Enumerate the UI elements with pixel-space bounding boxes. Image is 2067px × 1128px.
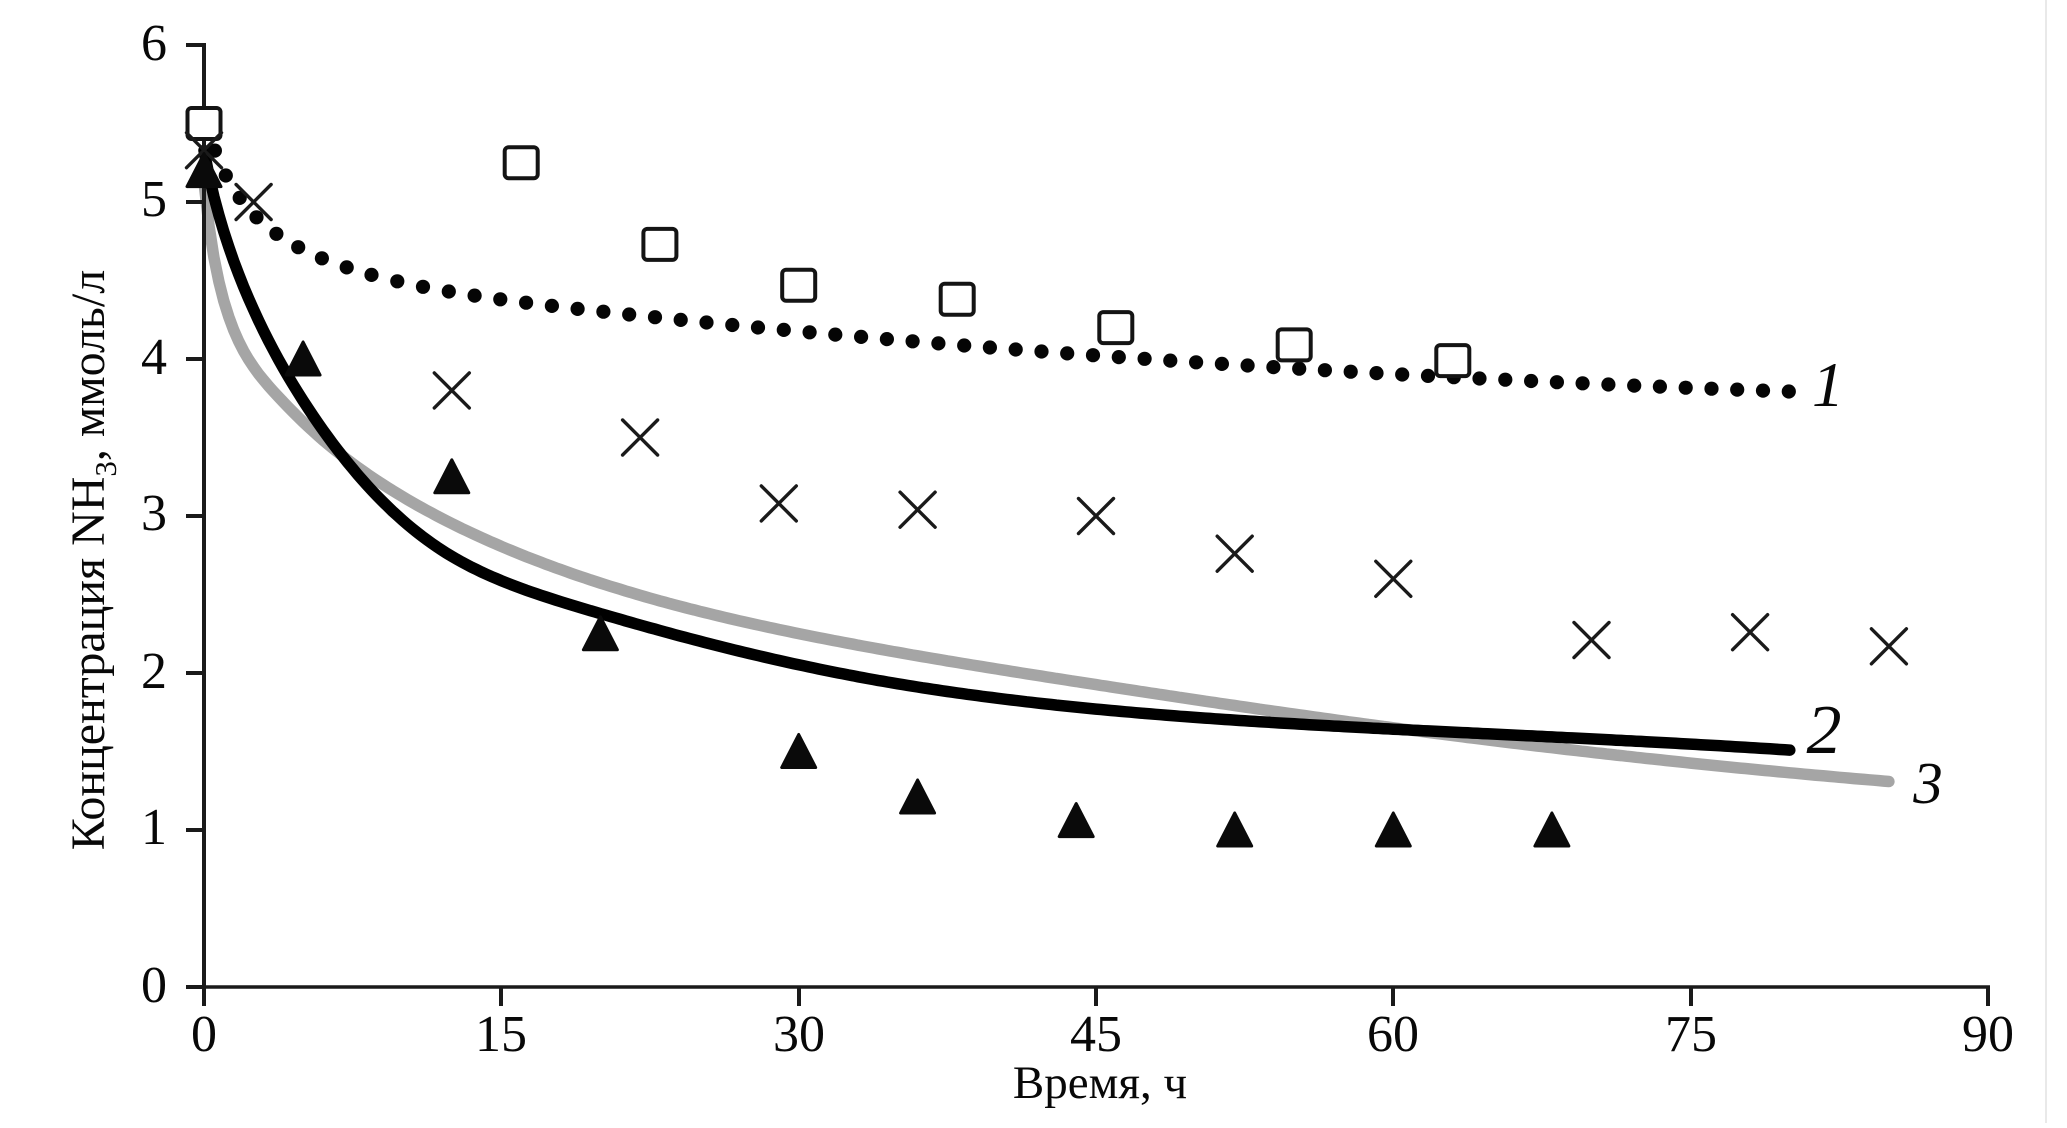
- svg-text:75: 75: [1665, 1006, 1717, 1063]
- svg-text:2: 2: [141, 643, 167, 700]
- svg-text:1: 1: [141, 799, 167, 856]
- svg-text:45: 45: [1070, 1006, 1122, 1063]
- svg-text:2: 2: [1807, 692, 1842, 769]
- svg-text:60: 60: [1367, 1006, 1419, 1063]
- svg-text:1: 1: [1812, 349, 1844, 420]
- svg-text:5: 5: [141, 171, 167, 228]
- svg-text:3: 3: [1912, 750, 1943, 816]
- svg-text:Концентрация NH3, ммоль/л: Концентрация NH3, ммоль/л: [62, 270, 123, 850]
- svg-text:Время, ч: Время, ч: [1013, 1057, 1187, 1109]
- svg-text:15: 15: [475, 1006, 527, 1063]
- svg-text:6: 6: [141, 15, 167, 72]
- svg-text:0: 0: [141, 957, 167, 1014]
- svg-text:90: 90: [1962, 1006, 2014, 1063]
- svg-text:30: 30: [773, 1006, 825, 1063]
- svg-text:4: 4: [141, 329, 167, 386]
- svg-text:0: 0: [191, 1006, 217, 1063]
- svg-text:3: 3: [141, 485, 167, 542]
